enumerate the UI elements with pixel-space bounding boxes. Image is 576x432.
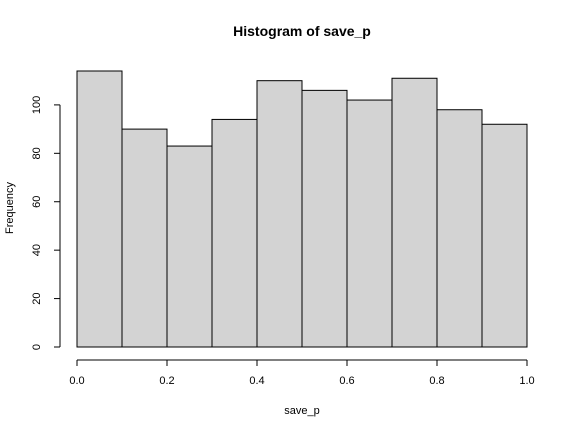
- histogram-bar-4: [256, 80, 303, 348]
- y-axis-label: Frequency: [4, 182, 16, 234]
- x-tick-label-4: 0.8: [429, 375, 444, 387]
- y-tick-label-2: 40: [31, 244, 43, 256]
- histogram-bar-2: [166, 145, 213, 348]
- x-axis-label: save_p: [284, 405, 319, 417]
- y-tick-label-1: 20: [31, 292, 43, 304]
- y-tick-label-3: 60: [31, 196, 43, 208]
- x-tick-label-5: 1.0: [519, 375, 534, 387]
- x-tick-label-2: 0.4: [249, 375, 264, 387]
- y-tick-label-4: 80: [31, 147, 43, 159]
- histogram-bar-3: [211, 118, 258, 348]
- x-tick-label-3: 0.6: [339, 375, 354, 387]
- x-tick-label-1: 0.2: [159, 375, 174, 387]
- histogram-bar-7: [391, 77, 438, 348]
- y-tick-label-5: 100: [31, 96, 43, 114]
- histogram-bar-5: [301, 89, 348, 348]
- x-axis: 0.0 0.2 0.4 0.6 0.8 1.0: [69, 359, 535, 387]
- histogram-bar-6: [346, 99, 393, 348]
- x-tick-label-0: 0.0: [69, 375, 84, 387]
- chart-title: Histogram of save_p: [233, 23, 371, 39]
- histogram-bar-1: [121, 128, 168, 348]
- y-tick-label-0: 0: [31, 344, 43, 350]
- histogram-bar-8: [436, 109, 483, 348]
- histogram-bar-0: [76, 70, 123, 348]
- y-axis: 0 20 40 60 80 100: [31, 96, 61, 350]
- histogram-bar-9: [481, 123, 528, 348]
- bars-group: [76, 70, 528, 348]
